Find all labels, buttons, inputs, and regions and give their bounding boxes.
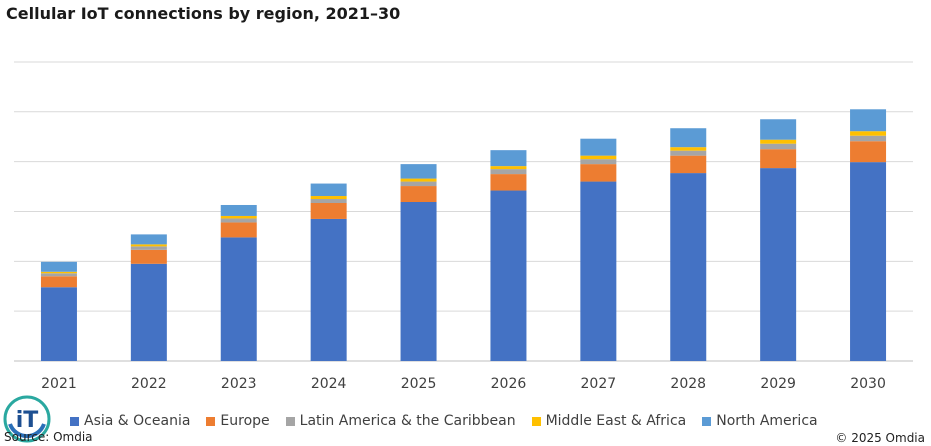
bar-segment-2024-s3 — [310, 196, 347, 200]
bar-segment-2023-s3 — [220, 215, 257, 219]
bar-segment-2027-s3 — [580, 155, 617, 160]
x-tick-label: 2023 — [221, 376, 257, 392]
bar-segment-2026-s1 — [490, 174, 527, 191]
legend-label: Middle East & Africa — [545, 413, 687, 429]
bar-segment-2025-s3 — [400, 178, 437, 182]
chart-title: Cellular IoT connections by region, 2021… — [6, 4, 401, 23]
bar-segment-2029-s1 — [760, 149, 797, 169]
legend: Asia & Oceania Europe Latin America & the … — [70, 413, 834, 429]
x-tick-label: 2025 — [401, 376, 437, 392]
bar-segment-2026-s0 — [490, 190, 527, 361]
bar-segment-2024-s0 — [310, 218, 347, 361]
bar-segment-2022-s2 — [130, 246, 167, 250]
source-note: Source: Omdia — [4, 430, 93, 444]
legend-label: Europe — [220, 413, 270, 429]
bar-segment-2030-s0 — [850, 162, 887, 361]
x-tick-label: 2024 — [311, 376, 347, 392]
bar-segment-2024-s1 — [310, 202, 347, 219]
bar-segment-2023-s4 — [220, 204, 257, 216]
bar-segment-2026-s4 — [490, 150, 527, 167]
bar-segment-2023-s0 — [220, 237, 257, 361]
bar-segment-2022-s1 — [130, 249, 167, 264]
bar-segment-2028-s3 — [670, 147, 707, 151]
logo-text: iT — [16, 408, 39, 433]
legend-item: North America — [702, 413, 818, 429]
bar-segment-2021-s1 — [40, 276, 77, 288]
bar-segment-2022-s4 — [130, 234, 167, 245]
legend-swatch — [285, 416, 295, 426]
bar-segment-2027-s4 — [580, 138, 617, 156]
legend-item: Asia & Oceania — [70, 413, 190, 429]
bar-segment-2023-s2 — [220, 218, 257, 223]
x-tick-label: 2030 — [850, 376, 886, 392]
bar-segment-2027-s1 — [580, 164, 617, 182]
bar-segment-2030-s4 — [850, 109, 887, 132]
bar-segment-2021-s4 — [40, 261, 77, 272]
bar-segment-2021-s3 — [40, 271, 77, 274]
site-logo-icon: iT — [3, 395, 51, 443]
x-tick-label: 2028 — [670, 376, 706, 392]
bar-segment-2029-s2 — [760, 143, 797, 150]
bar-segment-2028-s2 — [670, 150, 707, 156]
bar-segment-2025-s0 — [400, 201, 437, 361]
legend-item: Middle East & Africa — [531, 413, 687, 429]
x-axis-ticks: 2021 2022 2023 2024 2025 2026 2027 2028 2029 2030 — [41, 376, 886, 392]
legend-swatch — [206, 416, 216, 426]
legend-swatch — [531, 416, 541, 426]
bar-segment-2021-s2 — [40, 273, 77, 277]
bar-segment-2028-s1 — [670, 155, 707, 174]
bar-segment-2027-s0 — [580, 181, 617, 361]
bar-segment-2024-s2 — [310, 199, 347, 203]
legend-label: Asia & Oceania — [84, 413, 191, 429]
chart-plot: 2021 2022 2023 2024 2025 2026 2027 2028 2029 2030 — [14, 61, 913, 392]
bar-segment-2028-s0 — [670, 173, 707, 361]
bar-segment-2029-s0 — [760, 168, 797, 361]
legend-label: North America — [716, 413, 818, 429]
x-tick-label: 2029 — [760, 376, 796, 392]
bar-segment-2027-s2 — [580, 159, 617, 165]
bar-segment-2030-s2 — [850, 135, 887, 142]
bar-segment-2024-s4 — [310, 183, 347, 197]
bar-segment-2023-s1 — [220, 222, 257, 238]
legend-swatch — [702, 416, 712, 426]
legend-label: Latin America & the Caribbean — [299, 413, 516, 429]
bar-segment-2026-s3 — [490, 166, 527, 170]
bar-segment-2029-s4 — [760, 119, 797, 140]
bar-segment-2021-s0 — [40, 287, 77, 361]
bar-segment-2022-s3 — [130, 244, 167, 247]
copyright-note: © 2025 Omdia — [835, 431, 925, 445]
bar-segment-2026-s2 — [490, 169, 527, 175]
bar-segment-2030-s3 — [850, 131, 887, 136]
legend-item: Europe — [206, 413, 270, 429]
bar-segment-2029-s3 — [760, 139, 797, 144]
bar-segment-2025-s4 — [400, 164, 437, 179]
bar-segment-2028-s4 — [670, 128, 707, 148]
bar-segment-2030-s1 — [850, 141, 887, 163]
bars — [40, 109, 887, 361]
x-tick-label: 2022 — [131, 376, 167, 392]
bar-segment-2025-s1 — [400, 186, 437, 202]
legend-item: Latin America & the Caribbean — [285, 413, 516, 429]
bar-segment-2025-s2 — [400, 181, 437, 187]
legend-swatch — [70, 416, 79, 426]
bar-segment-2022-s0 — [130, 263, 167, 361]
x-tick-label: 2021 — [41, 376, 77, 392]
x-tick-label: 2026 — [491, 376, 527, 392]
x-tick-label: 2027 — [581, 376, 617, 392]
